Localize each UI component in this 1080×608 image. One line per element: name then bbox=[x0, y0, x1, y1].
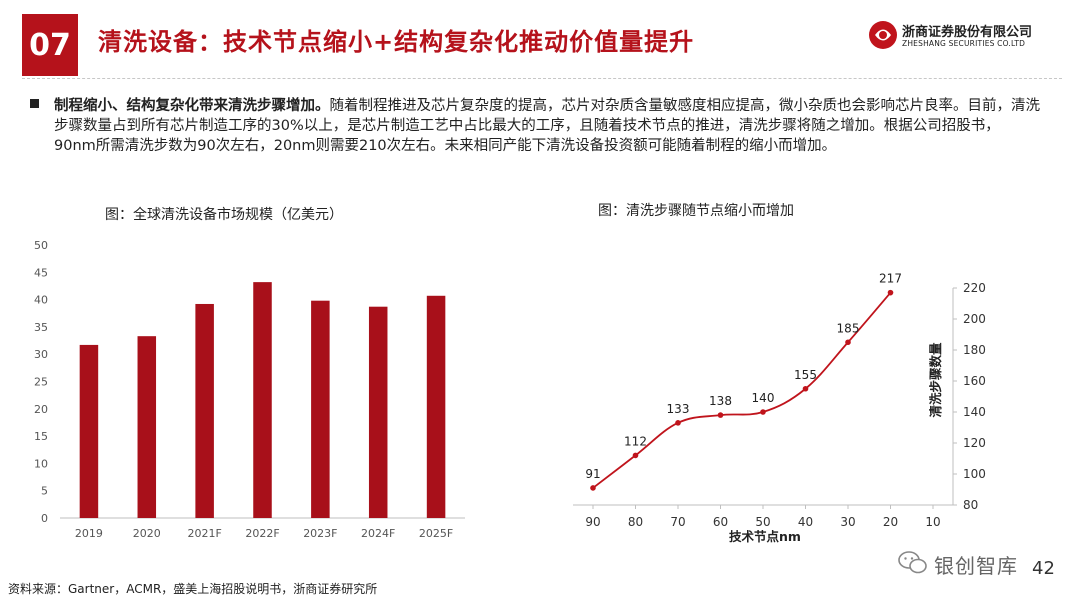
line-y-tick-label: 220 bbox=[963, 281, 986, 295]
data-point bbox=[675, 420, 681, 426]
line-x-tick-label: 80 bbox=[628, 515, 643, 529]
bar-y-tick-label: 30 bbox=[34, 348, 48, 361]
data-label: 133 bbox=[667, 402, 690, 416]
data-point bbox=[760, 409, 766, 415]
data-point bbox=[802, 385, 809, 392]
line-y-tick-label: 140 bbox=[963, 405, 986, 419]
bar-y-tick-label: 10 bbox=[34, 457, 48, 470]
bar-chart-title: 图：全球清洗设备市场规模（亿美元） bbox=[105, 207, 343, 223]
line-x-tick-label: 20 bbox=[883, 515, 898, 529]
bar-x-tick-label: 2019 bbox=[75, 527, 103, 540]
bar bbox=[368, 306, 388, 518]
page-number: 42 bbox=[1032, 558, 1055, 579]
company-logo: 浙商证券股份有限公司 ZHESHANG SECURITIES CO.LTD bbox=[868, 20, 1058, 56]
bar bbox=[426, 295, 446, 518]
line-x-tick-label: 40 bbox=[798, 515, 813, 529]
line-y-axis-title: 清洗步骤数量 bbox=[928, 342, 943, 418]
watermark-text: 银创智库 bbox=[934, 554, 1018, 578]
bullet-paragraph: 制程缩小、结构复杂化带来清洗步骤增加。随着制程推进及芯片复杂度的提高，芯片对杂质… bbox=[54, 96, 1040, 156]
page-title: 清洗设备：技术节点缩小+结构复杂化推动价值量提升 bbox=[98, 28, 695, 56]
bar bbox=[79, 344, 99, 518]
bar-y-tick-label: 15 bbox=[34, 430, 48, 443]
data-point bbox=[590, 485, 596, 491]
line-x-tick-label: 90 bbox=[585, 515, 600, 529]
bar-y-tick-label: 5 bbox=[41, 485, 48, 498]
line-x-tick-label: 10 bbox=[925, 515, 940, 529]
bullet-lead: 制程缩小、结构复杂化带来清洗步骤增加。 bbox=[54, 98, 330, 114]
bar-x-tick-label: 2021F bbox=[187, 527, 221, 540]
bar bbox=[137, 336, 157, 518]
line-x-tick-label: 50 bbox=[755, 515, 770, 529]
bullet-body: 随着制程推进及芯片复杂度的提高，芯片对杂质含量敏感度相应提高，微小杂质也会影响芯… bbox=[54, 98, 1040, 154]
bar-x-tick-label: 2022F bbox=[245, 527, 279, 540]
line-y-tick-label: 100 bbox=[963, 467, 986, 481]
section-number: 07 bbox=[22, 14, 78, 76]
data-point bbox=[845, 339, 851, 346]
bar-x-tick-label: 2023F bbox=[303, 527, 337, 540]
logo-english-name: ZHESHANG SECURITIES CO.LTD bbox=[902, 39, 1026, 48]
bar-y-tick-label: 0 bbox=[41, 512, 48, 525]
line-y-tick-label: 180 bbox=[963, 343, 986, 357]
line-x-tick-label: 60 bbox=[713, 515, 728, 529]
source-note: 资料来源：Gartner，ACMR，盛美上海招股说明书，浙商证券研究所 bbox=[8, 582, 378, 596]
bar bbox=[253, 282, 272, 518]
wechat-icon bbox=[898, 551, 927, 574]
bar-x-tick-label: 2025F bbox=[419, 527, 453, 540]
line-x-axis-title: 技术节点nm bbox=[729, 529, 801, 544]
header-divider bbox=[22, 78, 1062, 79]
bullet-square-icon bbox=[30, 99, 39, 108]
line-y-tick-label: 80 bbox=[963, 498, 978, 512]
data-point bbox=[717, 412, 724, 418]
line-y-tick-label: 120 bbox=[963, 436, 986, 450]
logo-chinese-name: 浙商证券股份有限公司 bbox=[902, 25, 1033, 40]
data-point bbox=[632, 452, 639, 459]
bar bbox=[195, 303, 214, 518]
data-label: 138 bbox=[709, 394, 732, 408]
data-label: 155 bbox=[794, 368, 817, 382]
line-y-tick-label: 200 bbox=[963, 312, 986, 326]
bar bbox=[311, 300, 330, 518]
data-point bbox=[887, 289, 894, 296]
line-x-tick-label: 70 bbox=[670, 515, 685, 529]
line-y-tick-label: 160 bbox=[963, 374, 986, 388]
bar-y-tick-label: 50 bbox=[34, 239, 48, 252]
bar-x-tick-label: 2024F bbox=[361, 527, 395, 540]
data-label: 91 bbox=[585, 467, 600, 481]
bar-x-tick-label: 2020 bbox=[133, 527, 161, 540]
data-label: 140 bbox=[752, 391, 775, 405]
bar-y-tick-label: 45 bbox=[34, 266, 48, 279]
summary-bullet: 制程缩小、结构复杂化带来清洗步骤增加。随着制程推进及芯片复杂度的提高，芯片对杂质… bbox=[30, 96, 1040, 156]
watermark: 银创智库 bbox=[898, 548, 1038, 580]
line-chart-title: 图：清洗步骤随节点缩小而增加 bbox=[598, 203, 794, 219]
data-label: 217 bbox=[879, 272, 902, 286]
data-label: 185 bbox=[837, 321, 860, 335]
bar-y-tick-label: 35 bbox=[34, 321, 48, 334]
line-x-tick-label: 30 bbox=[840, 515, 855, 529]
company-logo-icon bbox=[869, 21, 897, 49]
bar-y-tick-label: 40 bbox=[34, 294, 48, 307]
bar-y-tick-label: 25 bbox=[34, 376, 48, 389]
bar-y-tick-label: 20 bbox=[34, 403, 48, 416]
data-label: 112 bbox=[624, 434, 647, 448]
